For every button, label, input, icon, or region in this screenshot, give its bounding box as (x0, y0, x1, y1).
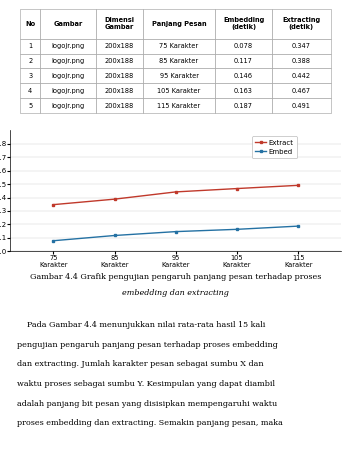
Embed (174, 229, 178, 234)
Text: dan extracting. Jumlah karakter pesan sebagai sumbu X dan: dan extracting. Jumlah karakter pesan se… (17, 361, 264, 368)
Text: Pada Gambar 4.4 menunjukkan nilai rata-rata hasil 15 kali: Pada Gambar 4.4 menunjukkan nilai rata-r… (17, 321, 266, 329)
Extract (235, 186, 239, 191)
Text: pengujian pengaruh panjang pesan terhadap proses embedding: pengujian pengaruh panjang pesan terhada… (17, 341, 278, 349)
Embed (296, 223, 300, 229)
Text: waktu proses sebagai sumbu Y. Kesimpulan yang dapat diambil: waktu proses sebagai sumbu Y. Kesimpulan… (17, 380, 275, 388)
Embed (51, 238, 55, 243)
Text: Gambar 4.4 Grafik pengujian pengaruh panjang pesan terhadap proses: Gambar 4.4 Grafik pengujian pengaruh pan… (30, 273, 322, 281)
Embed (112, 233, 117, 238)
Legend: Extract, Embed: Extract, Embed (252, 136, 297, 158)
Extract (112, 197, 117, 202)
Text: adalah panjang bit pesan yang disisipkan mempengaruhi waktu: adalah panjang bit pesan yang disisipkan… (17, 400, 277, 408)
Embed (235, 226, 239, 232)
Text: embedding dan extracting: embedding dan extracting (122, 289, 229, 297)
Extract (174, 189, 178, 195)
Extract (51, 202, 55, 207)
Line: Embed: Embed (52, 225, 300, 242)
Text: proses embedding dan extracting. Semakin panjang pesan, maka: proses embedding dan extracting. Semakin… (17, 419, 283, 427)
Extract (296, 183, 300, 188)
Line: Extract: Extract (52, 184, 300, 206)
